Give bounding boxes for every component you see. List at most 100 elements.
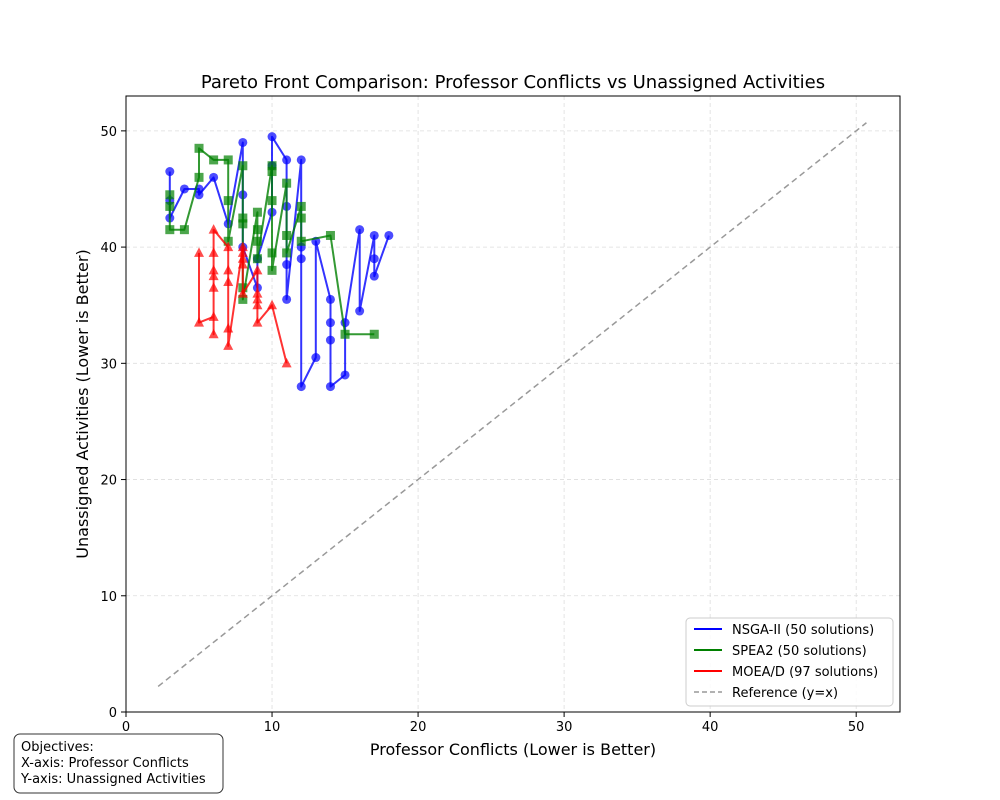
legend-box: [685, 617, 894, 707]
data-point: [252, 317, 263, 327]
series-layer: [165, 132, 394, 392]
data-point: [208, 247, 219, 257]
data-point: [208, 282, 219, 292]
legend-label-moead: MOEA/D (97 solutions): [732, 665, 878, 680]
data-point: [369, 329, 379, 339]
tick-layer: 0 10 20 30 40 50 0 10 20 30 40 50: [100, 125, 864, 735]
data-point: [252, 293, 263, 304]
data-point: [296, 254, 306, 264]
data-point: [208, 270, 219, 281]
x-tick-label: 30: [556, 720, 573, 735]
y-tick-label: 0: [109, 706, 117, 721]
data-point: [267, 299, 278, 310]
data-point: [223, 241, 234, 252]
data-point: [237, 247, 248, 257]
objectives-line-1: Objectives:: [21, 740, 94, 755]
data-point: [325, 382, 335, 392]
data-point: [194, 247, 205, 257]
data-point: [237, 241, 248, 252]
data-point: [238, 219, 248, 229]
data-point: [165, 190, 175, 200]
data-point: [384, 230, 394, 240]
y-tick-label: 30: [100, 357, 117, 372]
data-point: [237, 253, 248, 263]
data-point: [165, 167, 175, 177]
data-point: [267, 161, 277, 171]
data-point: [296, 382, 306, 392]
x-tick-label: 0: [122, 720, 130, 735]
data-point: [296, 213, 306, 223]
data-point: [237, 288, 248, 298]
data-point: [194, 143, 204, 153]
y-axis-label: Unassigned Activities (Lower is Better): [73, 249, 92, 558]
data-point: [208, 264, 219, 275]
x-tick-label: 20: [410, 720, 427, 735]
data-point: [325, 318, 335, 328]
data-point: [252, 299, 263, 310]
data-point: [252, 288, 263, 298]
objectives-box-frame: [13, 733, 224, 794]
x-axis-label: Professor Conflicts (Lower is Better): [370, 740, 656, 759]
legend: NSGA-II (50 solutions) SPEA2 (50 solutio…: [685, 617, 894, 707]
objectives-line-2: X-axis: Professor Conflicts: [21, 756, 189, 771]
data-point: [194, 172, 204, 182]
data-point: [209, 172, 219, 182]
legend-label-spea2: SPEA2 (50 solutions): [732, 644, 867, 659]
plot-frame: [125, 95, 901, 713]
data-point: [165, 201, 175, 211]
data-point: [208, 311, 219, 321]
reference-line-layer: [157, 122, 867, 688]
data-point: [223, 340, 234, 350]
objectives-box: Objectives: X-axis: Professor Conflicts …: [13, 733, 224, 794]
data-point: [252, 254, 262, 264]
data-point: [238, 294, 248, 304]
data-point: [267, 196, 277, 206]
data-point: [296, 201, 306, 211]
legend-label-nsga2: NSGA-II (50 solutions): [732, 623, 874, 638]
series-1: [165, 143, 379, 339]
data-point: [267, 248, 277, 258]
data-point: [267, 265, 277, 275]
y-tick-label: 50: [100, 125, 117, 140]
chart-title: Pareto Front Comparison: Professor Confl…: [201, 72, 825, 93]
data-point: [325, 230, 335, 240]
data-point: [282, 294, 292, 304]
data-point: [165, 225, 175, 235]
x-tick-label: 10: [264, 720, 281, 735]
data-point: [340, 370, 350, 380]
series-2: [194, 224, 292, 368]
data-point: [238, 213, 248, 223]
data-point: [369, 254, 379, 264]
objectives-line-3: Y-axis: Unassigned Activities: [20, 772, 206, 787]
data-point: [223, 264, 234, 275]
data-point: [252, 236, 262, 246]
data-point: [325, 294, 335, 304]
data-point: [237, 259, 248, 269]
data-point: [369, 230, 379, 240]
data-point: [179, 184, 189, 194]
data-point: [296, 236, 306, 246]
data-point: [209, 155, 219, 165]
data-point: [208, 328, 219, 339]
legend-label-reference: Reference (y=x): [732, 686, 838, 701]
data-point: [238, 161, 248, 171]
data-point: [208, 224, 219, 234]
data-point: [223, 155, 233, 165]
data-point: [252, 264, 263, 275]
y-tick-label: 10: [100, 590, 117, 605]
reference-line: [157, 122, 867, 688]
data-point: [179, 225, 189, 235]
data-point: [282, 230, 292, 240]
data-point: [282, 155, 292, 165]
data-point: [325, 335, 335, 345]
data-point: [355, 225, 365, 235]
data-point: [281, 357, 292, 368]
data-point: [296, 155, 306, 165]
x-tick-label: 40: [702, 720, 719, 735]
data-point: [252, 207, 262, 217]
data-point: [355, 306, 365, 316]
data-point: [369, 271, 379, 281]
data-point: [194, 317, 205, 327]
data-point: [252, 225, 262, 235]
